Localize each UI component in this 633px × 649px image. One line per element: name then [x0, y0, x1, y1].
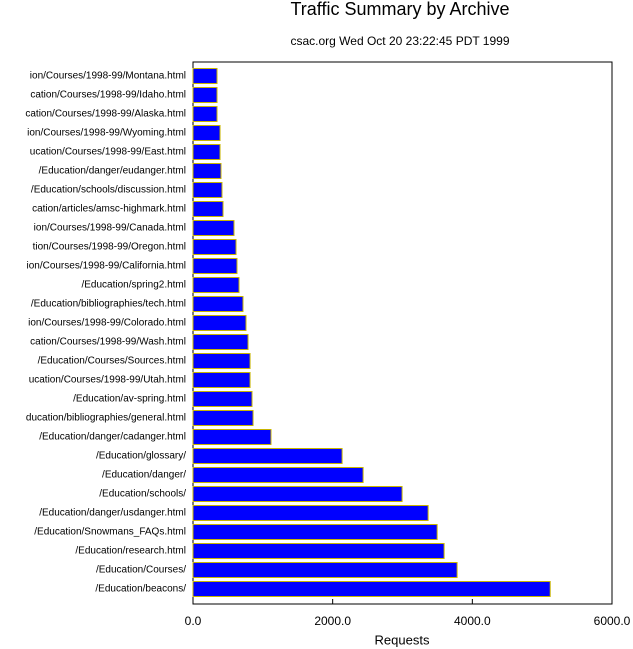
y-tick-label: /Education/Courses/Sources.html	[38, 356, 186, 367]
y-tick-label: /Education/research.html	[75, 546, 186, 557]
y-tick-label: /Education/schools/discussion.html	[31, 185, 186, 196]
bar	[192, 467, 364, 483]
y-tick-label: /Education/glossary/	[96, 451, 186, 462]
bar	[192, 182, 223, 198]
y-tick-label: /Education/Snowmans_FAQs.html	[34, 527, 186, 538]
bar	[192, 68, 218, 84]
x-axis-label: Requests	[375, 632, 430, 647]
bar	[192, 391, 253, 407]
bar	[192, 562, 458, 578]
bar	[192, 505, 429, 521]
bar	[192, 87, 218, 103]
bar	[192, 486, 403, 502]
y-tick-label: /Education/danger/	[102, 470, 186, 481]
bar	[192, 410, 254, 426]
x-tick-label: 6000.0	[594, 614, 631, 628]
y-tick-label: ion/Courses/1998-99/Canada.html	[34, 223, 186, 234]
x-tick-label: 4000.0	[454, 614, 491, 628]
bar	[192, 372, 251, 388]
y-tick-label: ion/Courses/1998-99/Colorado.html	[28, 318, 186, 329]
bar	[192, 448, 343, 464]
y-tick-label: /Education/av-spring.html	[73, 394, 186, 405]
y-tick-label: /Education/danger/cadanger.html	[39, 432, 186, 443]
bar	[192, 524, 438, 540]
y-tick-label: /Education/schools/	[99, 489, 186, 500]
y-tick-label: ucation/Courses/1998-99/Utah.html	[29, 375, 186, 386]
y-tick-label: /Education/bibliographies/tech.html	[31, 299, 186, 310]
bar	[192, 201, 224, 217]
plot-frame	[192, 61, 613, 605]
bar	[192, 315, 247, 331]
bar	[192, 353, 251, 369]
bar	[192, 106, 218, 122]
y-tick-label: ion/Courses/1998-99/Montana.html	[30, 71, 186, 82]
bar	[192, 543, 445, 559]
bar	[192, 277, 240, 293]
y-tick-label: cation/Courses/1998-99/Wash.html	[30, 337, 186, 348]
y-tick-label: ucation/Courses/1998-99/East.html	[30, 147, 186, 158]
chart-title: Traffic Summary by Archive	[290, 0, 509, 19]
y-tick-label: /Education/danger/eudanger.html	[39, 166, 186, 177]
bar	[192, 125, 221, 141]
y-tick-label: /Education/danger/usdanger.html	[39, 508, 186, 519]
bar	[192, 581, 551, 597]
y-tick-label: cation/Courses/1998-99/Alaska.html	[25, 109, 186, 120]
bar	[192, 429, 272, 445]
y-tick-label: ion/Courses/1998-99/Wyoming.html	[27, 128, 186, 139]
y-tick-label: cation/Courses/1998-99/Idaho.html	[30, 90, 186, 101]
y-tick-label: /Education/beacons/	[95, 584, 186, 595]
bar	[192, 239, 237, 255]
bar	[192, 163, 222, 179]
bar	[192, 144, 221, 160]
bar	[192, 296, 244, 312]
bar	[192, 334, 249, 350]
bar	[192, 220, 235, 236]
y-tick-label: cation/articles/amsc-highmark.html	[32, 204, 186, 215]
y-tick-label: /Education/spring2.html	[81, 280, 186, 291]
y-tick-label: ducation/bibliographies/general.html	[26, 413, 186, 424]
bar	[192, 258, 238, 274]
x-tick-label: 0.0	[185, 614, 202, 628]
y-tick-label: ion/Courses/1998-99/California.html	[26, 261, 186, 272]
x-tick-label: 2000.0	[314, 614, 351, 628]
chart-subtitle: csac.org Wed Oct 20 23:22:45 PDT 1999	[290, 34, 509, 48]
y-tick-label: tion/Courses/1998-99/Oregon.html	[33, 242, 186, 253]
y-tick-label: /Education/Courses/	[96, 565, 186, 576]
